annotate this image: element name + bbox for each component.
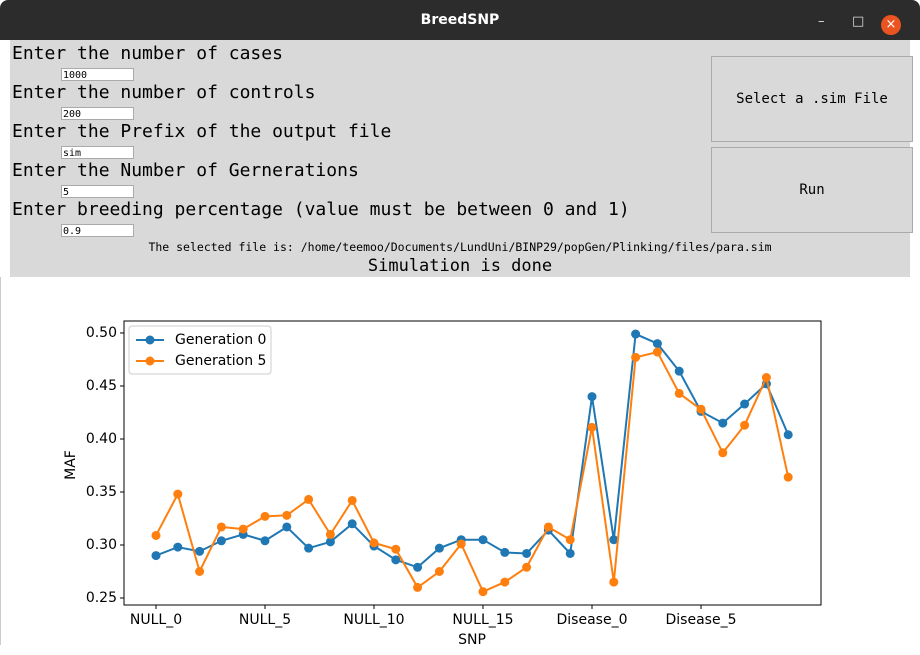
minimize-button[interactable]: –	[818, 14, 825, 29]
y-tick-label: 0.50	[86, 325, 117, 341]
legend-marker	[145, 356, 155, 366]
point	[718, 448, 728, 458]
point	[282, 522, 292, 532]
x-tick-label: NULL_15	[452, 612, 513, 628]
y-tick-label: 0.35	[86, 484, 117, 500]
point	[456, 539, 466, 549]
point	[304, 494, 314, 504]
field-label: Enter breeding percentage (value must be…	[12, 199, 630, 220]
legend-label: Generation 0	[175, 332, 266, 348]
y-tick-label: 0.45	[86, 378, 117, 394]
point	[761, 373, 771, 383]
selected-file: The selected file is: /home/teemoo/Docum…	[148, 240, 772, 254]
field-label: Enter the number of cases	[12, 43, 283, 64]
field-label: Enter the number of controls	[12, 82, 316, 103]
point	[434, 543, 444, 553]
point	[282, 510, 292, 520]
button[interactable]: Select a .sim File	[711, 56, 913, 142]
y-tick-label: 0.30	[86, 537, 117, 553]
text-input[interactable]: 200	[61, 107, 134, 120]
point	[173, 489, 183, 499]
point	[434, 567, 444, 577]
point	[195, 546, 205, 556]
window-title: BreedSNP	[420, 12, 500, 28]
point	[565, 535, 575, 545]
point	[740, 420, 750, 430]
text-input[interactable]: sim	[61, 146, 134, 159]
point	[260, 536, 270, 546]
point	[718, 418, 728, 428]
point	[216, 522, 226, 532]
point	[522, 562, 532, 572]
point	[652, 339, 662, 349]
text-input[interactable]: 0.9	[61, 224, 134, 237]
text-input[interactable]: 1000	[61, 68, 134, 81]
point	[260, 511, 270, 521]
maximize-button[interactable]: □	[852, 14, 865, 29]
point	[195, 567, 205, 577]
form-panel: Enter the number of cases 1000 Enter the n…	[10, 40, 913, 277]
point	[391, 544, 401, 554]
point	[304, 543, 314, 553]
point	[674, 366, 684, 376]
y-tick-label: 0.25	[86, 590, 117, 606]
point	[325, 529, 335, 539]
point	[543, 522, 553, 532]
point	[369, 538, 379, 548]
series-line	[155, 350, 790, 593]
x-tick-label: NULL_5	[239, 612, 291, 628]
point	[238, 524, 248, 534]
legend-box	[128, 325, 272, 375]
point	[151, 530, 161, 540]
x-tick-label: Disease_5	[666, 612, 737, 628]
point	[696, 404, 706, 414]
point	[783, 472, 793, 482]
legend-label: Generation 5	[175, 353, 266, 369]
x-tick-label: NULL_0	[130, 612, 182, 628]
x-tick-label: Disease_0	[557, 612, 628, 628]
chart: SNP MAF 0.25 0.30 0.35 0.40 0.45 0.50 NULL_0 NU…	[0, 277, 822, 645]
point	[325, 537, 335, 547]
x-tick-label: NULL_10	[343, 612, 404, 628]
text-input[interactable]: 5	[61, 185, 134, 198]
point	[391, 555, 401, 565]
point	[609, 535, 619, 545]
point	[587, 422, 597, 432]
status-text: Simulation is done	[367, 256, 553, 276]
point	[783, 430, 793, 440]
point	[413, 562, 423, 572]
point	[478, 535, 488, 545]
title-bar: BreedSNP – □ ×	[0, 0, 920, 40]
field-label: Enter the Number of Gernerations	[12, 160, 359, 181]
button[interactable]: Run	[711, 147, 913, 233]
point	[500, 577, 510, 587]
legend-marker	[145, 335, 155, 345]
point	[347, 519, 357, 529]
close-button[interactable]: ×	[881, 15, 901, 35]
point	[347, 495, 357, 505]
point	[478, 587, 488, 597]
point	[522, 548, 532, 558]
x-axis-label: SNP	[458, 632, 486, 645]
point	[674, 388, 684, 398]
plot-frame	[123, 320, 822, 606]
point	[173, 542, 183, 552]
point	[652, 347, 662, 357]
point	[216, 536, 226, 546]
y-axis-label: MAF	[63, 450, 79, 480]
point	[413, 582, 423, 592]
point	[609, 577, 619, 587]
point	[631, 329, 641, 339]
point	[631, 352, 641, 362]
field-label: Enter the Prefix of the output file	[12, 121, 392, 142]
point	[740, 399, 750, 409]
point	[151, 551, 161, 561]
point	[587, 392, 597, 402]
point	[565, 548, 575, 558]
point	[500, 547, 510, 557]
y-tick-label: 0.40	[86, 431, 117, 447]
